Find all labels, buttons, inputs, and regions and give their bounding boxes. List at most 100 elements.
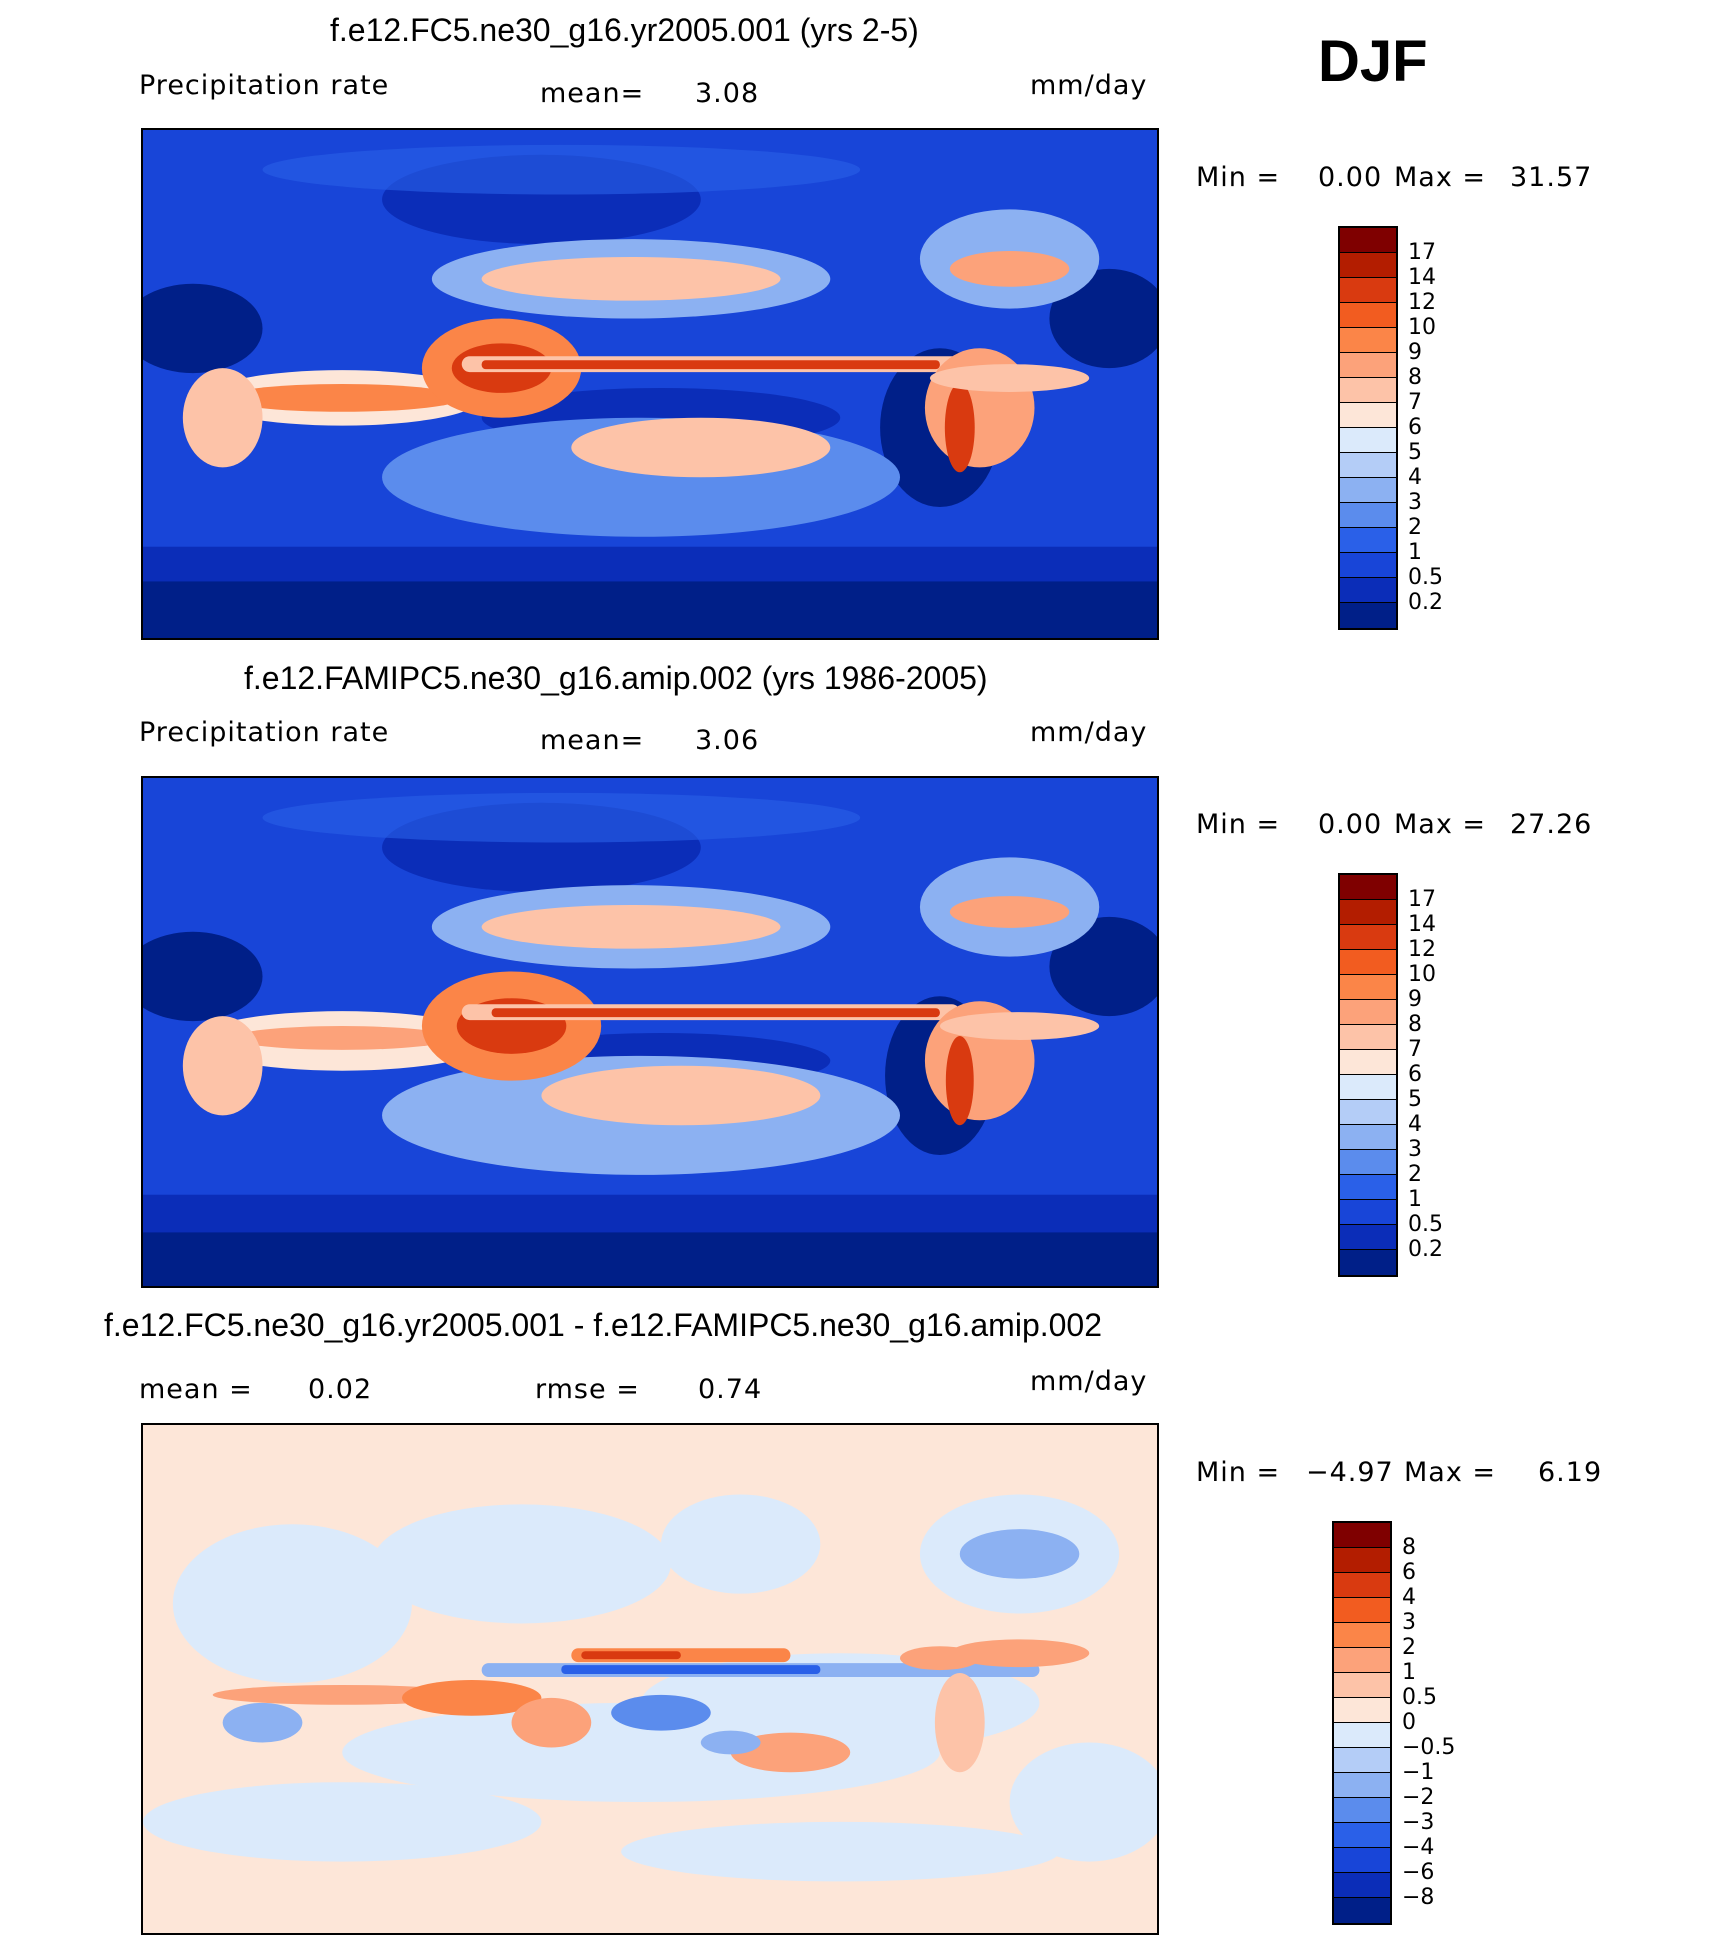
colorbar-swatch xyxy=(1340,975,1396,1000)
colorbar-tick-label: 7 xyxy=(1408,1037,1422,1062)
panel2-colorbar xyxy=(1338,873,1398,1277)
colorbar-swatch xyxy=(1340,1125,1396,1150)
colorbar-tick-label: −8 xyxy=(1402,1885,1435,1910)
panel2-title: f.e12.FAMIPC5.ne30_g16.amip.002 (yrs 198… xyxy=(244,660,988,696)
colorbar-swatch xyxy=(1340,378,1396,403)
colorbar-tick-label: 0.2 xyxy=(1408,1237,1443,1262)
colorbar-tick-label: 12 xyxy=(1408,290,1436,315)
colorbar-swatch xyxy=(1340,353,1396,378)
colorbar-tick-label: 3 xyxy=(1408,490,1422,515)
colorbar-swatch xyxy=(1340,478,1396,503)
colorbar-tick-label: 1 xyxy=(1408,540,1422,565)
panel2-mean-label: mean= xyxy=(540,725,645,756)
colorbar-tick-label: −4 xyxy=(1402,1835,1435,1860)
colorbar-tick-label: 9 xyxy=(1408,987,1422,1012)
panel3-min-value: −4.97 xyxy=(1306,1457,1394,1488)
colorbar-swatch xyxy=(1340,228,1396,253)
colorbar-swatch xyxy=(1340,453,1396,478)
colorbar-swatch xyxy=(1340,925,1396,950)
colorbar-swatch xyxy=(1340,1250,1396,1275)
colorbar-swatch xyxy=(1334,1848,1390,1873)
colorbar-swatch xyxy=(1334,1648,1390,1673)
colorbar-tick-label: 3 xyxy=(1408,1137,1422,1162)
colorbar-tick-label: 6 xyxy=(1408,1062,1422,1087)
colorbar-tick-label: 10 xyxy=(1408,315,1436,340)
colorbar-tick-label: 1 xyxy=(1402,1660,1416,1685)
panel3-mean-label: mean = xyxy=(139,1374,253,1405)
colorbar-tick-label: 3 xyxy=(1402,1610,1416,1635)
panel1-min-label: Min = xyxy=(1196,162,1281,193)
colorbar-swatch xyxy=(1334,1748,1390,1773)
panel2-variable-label: Precipitation rate xyxy=(139,717,390,748)
colorbar-tick-label: 9 xyxy=(1408,340,1422,365)
colorbar-swatch xyxy=(1340,1075,1396,1100)
colorbar-swatch xyxy=(1334,1673,1390,1698)
panel2-units: mm/day xyxy=(1030,717,1148,748)
colorbar-swatch xyxy=(1340,253,1396,278)
colorbar-tick-label: 0.5 xyxy=(1408,565,1443,590)
panel2-mean-value: 3.06 xyxy=(695,725,760,756)
colorbar-swatch xyxy=(1340,1100,1396,1125)
colorbar-tick-label: 17 xyxy=(1408,887,1436,912)
colorbar-swatch xyxy=(1340,1175,1396,1200)
panel1-max-value: 31.57 xyxy=(1510,162,1593,193)
colorbar-swatch xyxy=(1340,278,1396,303)
panel2-min-value: 0.00 xyxy=(1318,809,1383,840)
colorbar-tick-label: −2 xyxy=(1402,1785,1435,1810)
panel3-title: f.e12.FC5.ne30_g16.yr2005.001 - f.e12.FA… xyxy=(104,1307,1103,1343)
colorbar-tick-label: 0.5 xyxy=(1402,1685,1437,1710)
panel3-max-label: Max = xyxy=(1404,1457,1497,1488)
panel1-units: mm/day xyxy=(1030,70,1148,101)
colorbar-tick-label: 4 xyxy=(1408,465,1422,490)
colorbar-tick-label: 1 xyxy=(1408,1187,1422,1212)
colorbar-tick-label: −0.5 xyxy=(1402,1735,1456,1760)
colorbar-swatch xyxy=(1340,1200,1396,1225)
colorbar-tick-label: 8 xyxy=(1408,365,1422,390)
colorbar-swatch xyxy=(1340,1225,1396,1250)
colorbar-tick-label: 8 xyxy=(1408,1012,1422,1037)
panel1-variable-label: Precipitation rate xyxy=(139,70,390,101)
colorbar-swatch xyxy=(1340,303,1396,328)
colorbar-swatch xyxy=(1334,1773,1390,1798)
panel1-min-value: 0.00 xyxy=(1318,162,1383,193)
panel2-min-label: Min = xyxy=(1196,809,1281,840)
panel1-mean-label: mean= xyxy=(540,78,645,109)
panel3-units: mm/day xyxy=(1030,1366,1148,1397)
colorbar-swatch xyxy=(1340,1150,1396,1175)
panel3-colorbar xyxy=(1332,1521,1392,1925)
colorbar-swatch xyxy=(1334,1898,1390,1923)
panel3-mean-value: 0.02 xyxy=(308,1374,373,1405)
colorbar-swatch xyxy=(1334,1548,1390,1573)
colorbar-tick-label: 0 xyxy=(1402,1710,1416,1735)
colorbar-swatch xyxy=(1340,578,1396,603)
colorbar-tick-label: 4 xyxy=(1402,1585,1416,1610)
colorbar-tick-label: 14 xyxy=(1408,265,1436,290)
colorbar-swatch xyxy=(1334,1873,1390,1898)
colorbar-swatch xyxy=(1334,1823,1390,1848)
panel2-map xyxy=(141,776,1159,1288)
colorbar-tick-label: 12 xyxy=(1408,937,1436,962)
colorbar-tick-label: 7 xyxy=(1408,390,1422,415)
colorbar-tick-label: 4 xyxy=(1408,1112,1422,1137)
panel3-rmse-value: 0.74 xyxy=(698,1374,763,1405)
colorbar-swatch xyxy=(1340,503,1396,528)
panel1-mean-value: 3.08 xyxy=(695,78,760,109)
colorbar-swatch xyxy=(1334,1623,1390,1648)
panel2-precip-field xyxy=(143,778,1157,1286)
colorbar-swatch xyxy=(1340,950,1396,975)
panel2-max-value: 27.26 xyxy=(1510,809,1593,840)
colorbar-swatch xyxy=(1340,528,1396,553)
colorbar-swatch xyxy=(1334,1598,1390,1623)
colorbar-swatch xyxy=(1340,1025,1396,1050)
colorbar-swatch xyxy=(1334,1523,1390,1548)
colorbar-tick-label: −1 xyxy=(1402,1760,1435,1785)
colorbar-swatch xyxy=(1340,328,1396,353)
colorbar-tick-label: 8 xyxy=(1402,1535,1416,1560)
panel3-min-label: Min = xyxy=(1196,1457,1281,1488)
colorbar-tick-label: 5 xyxy=(1408,1087,1422,1112)
colorbar-swatch xyxy=(1340,603,1396,628)
colorbar-tick-label: 2 xyxy=(1408,1162,1422,1187)
colorbar-swatch xyxy=(1340,1050,1396,1075)
panel1-map xyxy=(141,128,1159,640)
colorbar-swatch xyxy=(1334,1723,1390,1748)
